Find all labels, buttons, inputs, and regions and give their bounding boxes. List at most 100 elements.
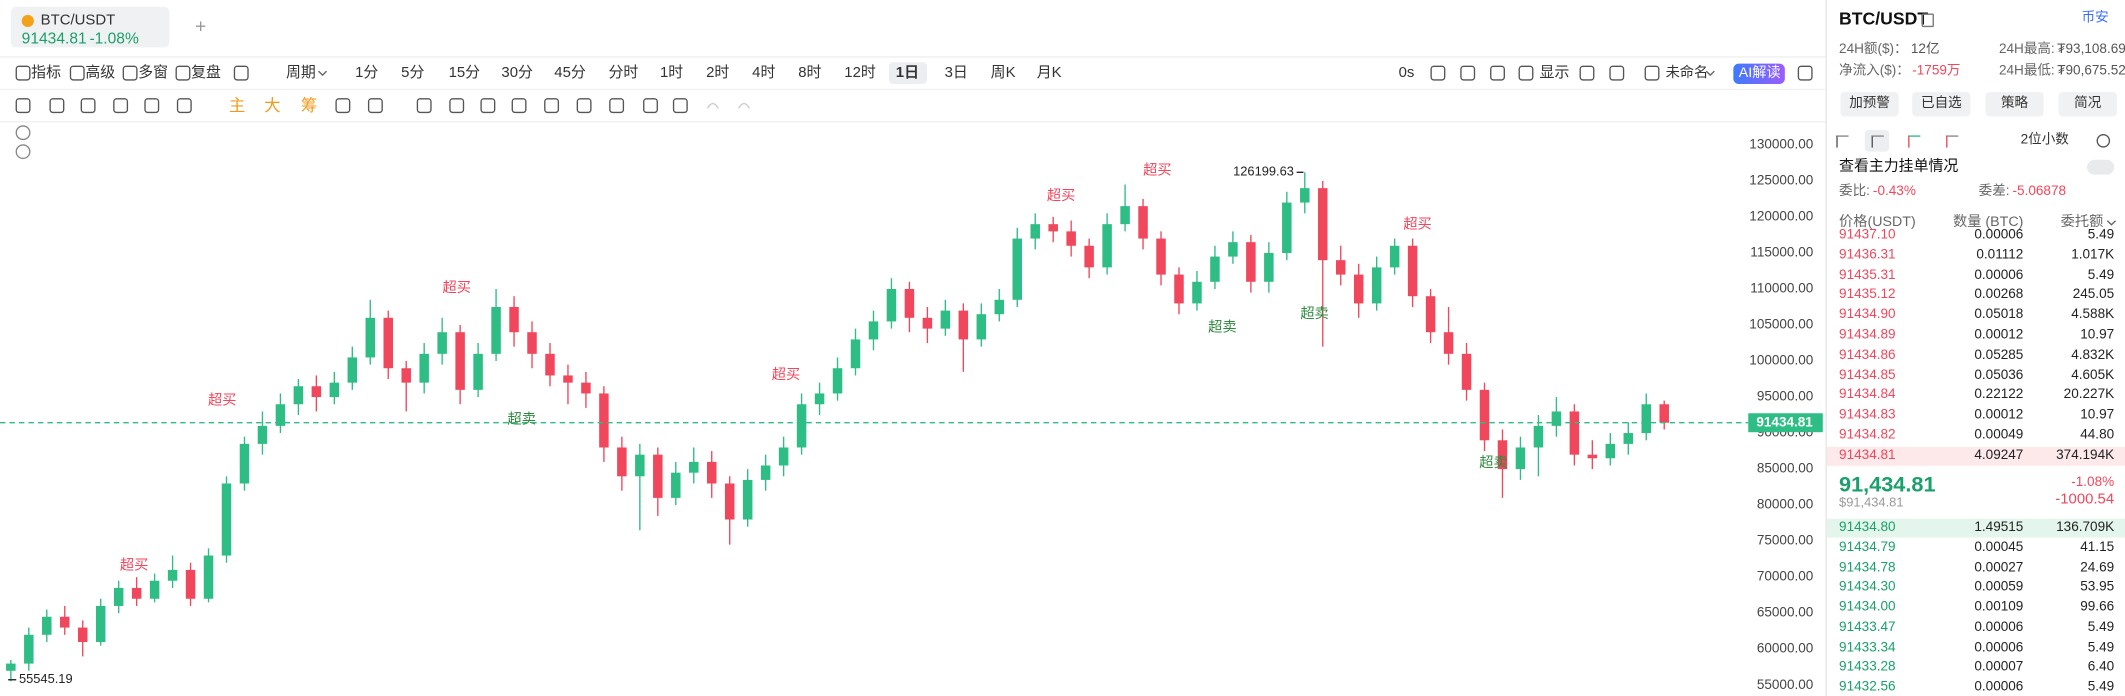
tool-icon[interactable] xyxy=(49,98,65,114)
period-option[interactable]: 8时 xyxy=(798,64,822,82)
y-tick-label: 130000.00 xyxy=(1749,137,1813,152)
share-icon[interactable] xyxy=(1797,65,1813,81)
exchange-link[interactable]: 币安 xyxy=(2081,10,2109,26)
view-icon[interactable] xyxy=(1946,135,1959,148)
candle-body xyxy=(1228,242,1238,257)
book-qty: 0.00006 xyxy=(1974,267,2024,283)
candle-body xyxy=(383,317,393,369)
tool-icon[interactable] xyxy=(233,65,249,81)
tool-icon[interactable] xyxy=(449,98,465,114)
view-icon[interactable] xyxy=(1908,135,1921,148)
candle-body xyxy=(42,616,52,635)
candle-body xyxy=(545,353,555,376)
panel-button[interactable] xyxy=(1912,92,1971,117)
view-icon[interactable] xyxy=(1871,135,1884,148)
tool-icon[interactable] xyxy=(609,98,625,114)
candle-body xyxy=(1659,404,1669,423)
tool-icon[interactable] xyxy=(1490,65,1505,81)
period-active-bg xyxy=(889,62,927,84)
candle-body xyxy=(563,375,573,383)
tool-icon[interactable] xyxy=(113,98,129,114)
candle-body xyxy=(724,483,735,520)
period-option[interactable]: 30分 xyxy=(501,64,533,82)
period-option[interactable]: 月K xyxy=(1036,64,1062,82)
tool-icon[interactable] xyxy=(1430,65,1446,81)
tool-icon[interactable] xyxy=(144,98,160,114)
tool-icon[interactable] xyxy=(1644,65,1660,81)
tool-icon[interactable] xyxy=(672,98,688,114)
tool-icon[interactable] xyxy=(544,98,560,114)
tool-icon[interactable] xyxy=(69,65,85,81)
signal-annotation: 超买 xyxy=(120,557,148,574)
collapse-icon[interactable] xyxy=(15,144,31,160)
tool-icon[interactable] xyxy=(176,98,192,114)
toolbar-item[interactable]: 高级 xyxy=(85,64,116,82)
stat-label: 24H最高: xyxy=(1998,41,2055,57)
tool-icon[interactable] xyxy=(643,98,658,114)
tool-icon[interactable] xyxy=(480,98,496,114)
settings-icon[interactable] xyxy=(2096,134,2111,148)
layout-name[interactable]: 未命名 xyxy=(1665,64,1709,82)
tab[interactable] xyxy=(10,6,170,48)
period-option[interactable]: 4时 xyxy=(752,64,776,82)
indicator-toggle[interactable]: 大 xyxy=(264,96,281,116)
collapse-icon[interactable] xyxy=(15,125,31,141)
last-price-tag xyxy=(1748,413,1823,433)
period-menu[interactable]: 周期 xyxy=(285,64,316,82)
toolbar-item[interactable]: 复盘 xyxy=(191,64,221,82)
period-option[interactable]: 12时 xyxy=(844,64,876,82)
book-amount: 374.194K xyxy=(2056,447,2115,463)
y-tick-label: 120000.00 xyxy=(1749,209,1813,224)
tool-icon[interactable] xyxy=(1518,65,1534,81)
tool-icon[interactable] xyxy=(1609,65,1625,81)
tool-icon[interactable] xyxy=(175,65,191,81)
period-option[interactable]: 1分 xyxy=(355,64,379,82)
candle-body xyxy=(149,580,160,599)
book-qty: 0.05018 xyxy=(1974,307,2024,323)
display-toggle[interactable]: 显示 xyxy=(1539,64,1570,82)
tool-icon[interactable] xyxy=(15,98,31,114)
tool-icon[interactable] xyxy=(511,98,527,114)
tool-icon[interactable] xyxy=(122,65,138,81)
tool-icon[interactable] xyxy=(416,98,432,114)
add-tab[interactable]: + xyxy=(195,14,207,37)
panel-button[interactable] xyxy=(1985,92,2044,117)
toggle[interactable] xyxy=(2087,159,2115,175)
tool-icon[interactable] xyxy=(335,98,351,114)
tool-icon[interactable] xyxy=(367,98,383,114)
period-option[interactable]: 2时 xyxy=(706,64,730,82)
period-option[interactable]: 3日 xyxy=(944,64,968,82)
period-option[interactable]: 1时 xyxy=(659,64,684,82)
period-option[interactable]: 5分 xyxy=(401,64,425,82)
panel-button[interactable] xyxy=(2058,92,2117,117)
toolbar-item[interactable]: 指标 xyxy=(31,64,61,82)
undo-icon[interactable] xyxy=(706,102,719,109)
period-option[interactable]: 分时 xyxy=(608,64,639,82)
period-option[interactable]: 1日 xyxy=(895,64,920,82)
view-icon[interactable] xyxy=(1836,135,1849,148)
period-option[interactable]: 45分 xyxy=(554,64,586,82)
decimals-menu[interactable]: 2位小数 xyxy=(2020,132,2069,148)
book-qty: 0.05285 xyxy=(1974,347,2024,363)
stat-value: ₮93,108.69 xyxy=(2057,41,2125,57)
tool-icon[interactable] xyxy=(1579,65,1595,81)
undo-icon[interactable] xyxy=(738,102,751,109)
book-qty: 0.00045 xyxy=(1974,539,2024,555)
tool-icon[interactable] xyxy=(15,65,31,81)
tool-icon[interactable] xyxy=(80,98,96,114)
indicator-toggle[interactable]: 主 xyxy=(229,96,246,116)
period-option[interactable]: 15分 xyxy=(448,64,481,82)
tool-icon[interactable] xyxy=(576,98,592,114)
candle-body xyxy=(832,368,843,394)
candle-body xyxy=(131,587,142,599)
signal-annotation: 超卖 xyxy=(508,411,536,428)
indicator-toggle[interactable]: 筹 xyxy=(300,96,318,116)
tool-icon[interactable] xyxy=(1460,65,1476,81)
panel-button[interactable] xyxy=(1840,92,1899,117)
toolbar-item[interactable]: 多窗 xyxy=(138,64,169,82)
ai-button[interactable] xyxy=(1733,63,1785,84)
main-orders-link[interactable]: 查看主力挂单情况 xyxy=(1839,158,1959,175)
candle-body xyxy=(850,339,861,369)
period-option[interactable]: 周K xyxy=(990,64,1016,82)
